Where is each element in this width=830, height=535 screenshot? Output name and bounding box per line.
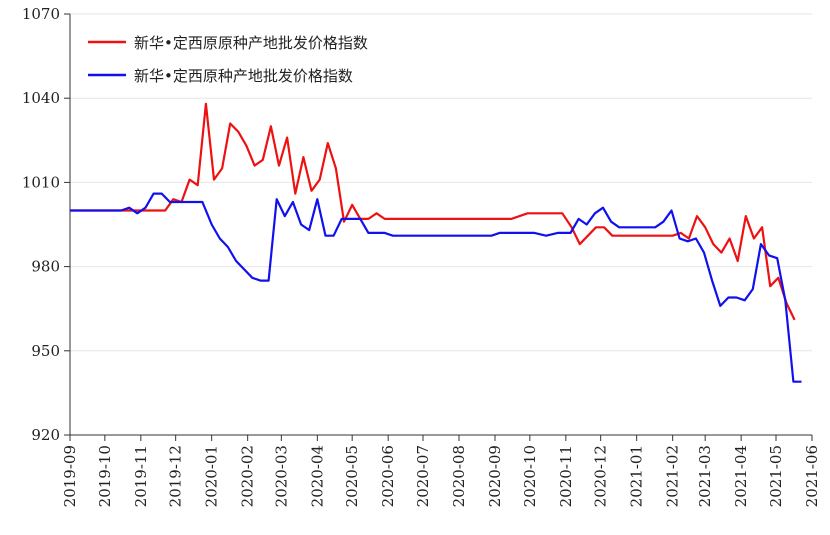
x-tick-label: 2021-03 [696,445,714,507]
legend-label-1: 新华•定西原原种产地批发价格指数 [134,34,368,52]
x-tick-label: 2020-08 [450,445,468,507]
x-tick-label: 2020-05 [343,445,361,507]
y-tick-label: 920 [31,426,60,444]
y-tick-label: 980 [31,258,60,276]
x-tick-label: 2020-06 [379,445,397,507]
y-tick-label: 1040 [22,89,60,107]
x-tick-label: 2020-01 [203,445,221,507]
x-tick-label: 2021-01 [628,445,646,507]
x-tick-label: 2020-07 [414,445,432,507]
series-lines [70,102,802,383]
x-tick-label: 2019-11 [132,445,150,507]
y-tick-label: 1070 [22,5,60,23]
x-tick-label: 2020-03 [272,445,290,507]
x-tick-label: 2020-04 [308,445,326,507]
y-tick-label: 950 [31,342,60,360]
x-tick-label: 2019-10 [96,445,114,507]
x-tick-label: 2020-10 [521,445,539,507]
x-tick-label: 2019-12 [167,445,185,507]
legend-label-2: 新华•定西原种产地批发价格指数 [134,67,353,85]
series-line-1 [70,102,796,321]
x-tick-label: 2020-12 [592,445,610,507]
axes: 920 950 980 1010 1040 1070 2019-09 2019-10 2019-… [22,5,821,507]
grid-lines [70,13,812,352]
x-tick-label: 2020-09 [486,445,504,507]
x-tick-label: 2021-04 [732,445,750,507]
x-tick-label: 2021-02 [664,445,682,507]
x-tick-label: 2020-02 [239,445,257,507]
y-tick-label: 1010 [22,173,60,191]
series-line-2 [70,192,802,383]
x-tick-label: 2019-09 [61,445,79,507]
x-tick-label: 2020-11 [557,445,575,507]
x-tick-label: 2021-06 [803,445,821,507]
x-tick-label: 2021-05 [767,445,785,507]
